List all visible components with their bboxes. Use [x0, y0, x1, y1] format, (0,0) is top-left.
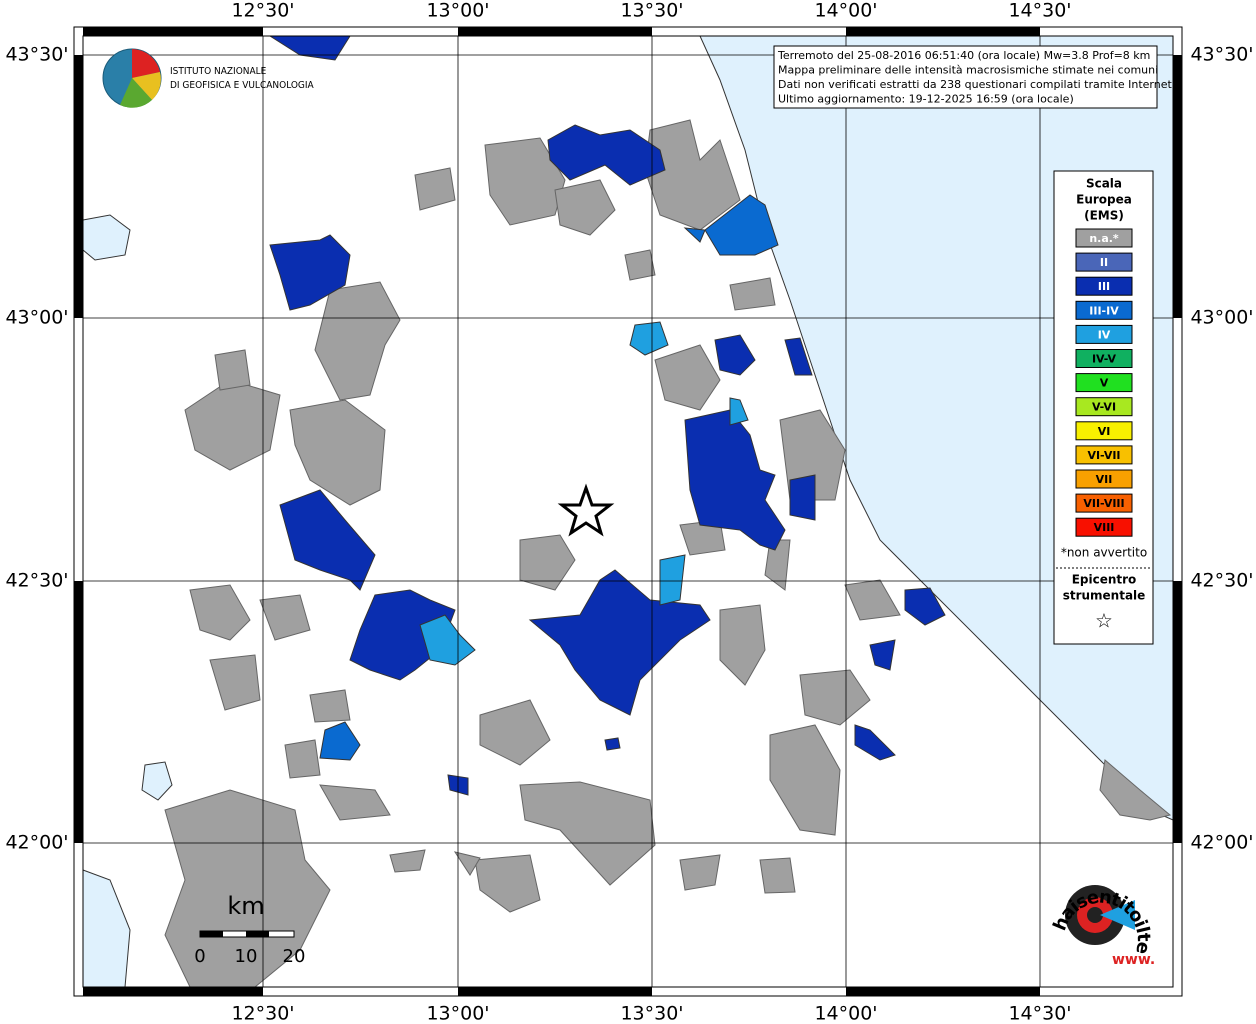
frame-segment	[458, 27, 652, 36]
legend-label: II	[1100, 256, 1108, 269]
legend-swatch	[1075, 252, 1133, 272]
lon-label: 14°30'	[1008, 1003, 1071, 1024]
lat-label: 42°00'	[1190, 832, 1253, 854]
legend-swatch	[1075, 493, 1133, 513]
logo-ring	[1087, 907, 1103, 923]
legend-swatch	[1075, 421, 1133, 441]
lat-label: 43°00'	[1190, 307, 1253, 329]
graticule	[83, 36, 1173, 987]
lon-label: 14°00'	[814, 0, 877, 22]
legend-label: VI-VII	[1087, 449, 1120, 462]
frame-segment	[846, 987, 1040, 996]
info-line: Terremoto del 25-08-2016 06:51:40 (ora l…	[777, 49, 1150, 62]
legend-epicenter: strumentale	[1063, 589, 1146, 603]
legend-epicenter: Epicentro	[1072, 573, 1137, 587]
map-border	[73, 26, 1183, 997]
legend-swatch	[1075, 324, 1133, 344]
legend-label: VI	[1098, 425, 1111, 438]
institute-name: DI GEOFISICA E VULCANOLOGIA	[170, 80, 315, 91]
frame-segment	[1173, 55, 1182, 318]
frame-segment	[74, 55, 83, 318]
site-prefix: www.	[1112, 952, 1155, 968]
logo-beam	[1100, 900, 1135, 930]
frame-segment	[1173, 581, 1182, 843]
info-line: Mappa preliminare delle intensità macros…	[778, 64, 1158, 77]
legend: ScalaEuropea(EMS)n.a.*IIIIIIII-IVIVIV-VV…	[1061, 177, 1147, 633]
logo-segment	[132, 72, 161, 100]
legend-label: VIII	[1094, 521, 1115, 534]
legend-title: (EMS)	[1084, 209, 1124, 223]
legend-label: VII-VIII	[1083, 497, 1124, 510]
scale-bar-segment	[246, 931, 269, 937]
legend-swatch	[1075, 228, 1133, 248]
lon-label: 12°30'	[231, 1003, 294, 1024]
lon-label: 13°30'	[620, 1003, 683, 1024]
scale-unit: km	[227, 892, 264, 920]
lon-label: 13°00'	[426, 0, 489, 22]
municipalities	[164, 35, 1172, 988]
lat-label: 42°30'	[5, 570, 68, 592]
legend-note: *non avvertito	[1061, 546, 1147, 560]
lon-label: 13°30'	[620, 0, 683, 22]
legend-swatch	[1075, 397, 1133, 417]
legend-title: Scala	[1086, 177, 1122, 191]
legend-swatch	[1075, 445, 1133, 465]
frame-segment	[74, 581, 83, 843]
scale-label: 10	[235, 946, 258, 967]
scale-label: 0	[194, 946, 205, 967]
lon-label: 13°00'	[426, 1003, 489, 1024]
legend-swatch	[1075, 469, 1133, 489]
logo-segment	[120, 78, 152, 108]
lon-label: 14°30'	[1008, 0, 1071, 22]
legend-swatch	[1075, 517, 1133, 537]
legend-label: IV	[1098, 328, 1111, 341]
lon-label: 12°30'	[231, 0, 294, 22]
lake	[141, 761, 173, 801]
legend-symbol: ☆	[1095, 609, 1113, 633]
legend-label: IV-V	[1092, 353, 1117, 366]
epicenter	[557, 483, 615, 537]
scale-bar-segment	[200, 931, 223, 937]
legend-title: Europea	[1076, 193, 1132, 207]
info-line: Ultimo aggiornamento: 19-12-2025 16:59 (…	[778, 93, 1074, 106]
lat-label: 42°00'	[5, 832, 68, 854]
legend-label: V-VI	[1092, 401, 1116, 414]
scale-bar: km 0 10 20	[194, 892, 305, 967]
legend-label: n.a.*	[1089, 232, 1119, 245]
scale-label: 20	[283, 946, 306, 967]
frame-segment	[83, 987, 263, 996]
legend-swatch	[1075, 276, 1133, 296]
lat-label: 43°30'	[1190, 44, 1253, 66]
legend-swatch	[1075, 300, 1133, 320]
legend-label: V	[1100, 377, 1109, 390]
lat-label: 42°30'	[1190, 570, 1253, 592]
ingv-logo: ISTITUTO NAZIONALE DI GEOFISICA E VULCAN…	[102, 48, 315, 108]
legend-label: VII	[1096, 473, 1113, 486]
info-text: Terremoto del 25-08-2016 06:51:40 (ora l…	[777, 49, 1175, 106]
frame-segment	[458, 987, 652, 996]
frame-segment	[83, 27, 263, 36]
info-line: Dati non verificati estratti da 238 ques…	[778, 78, 1175, 91]
legend-label: III-IV	[1089, 304, 1119, 317]
lat-label: 43°30'	[5, 44, 68, 66]
logo-segment	[132, 49, 160, 78]
legend-swatch	[1075, 349, 1133, 368]
legend-swatch	[1075, 373, 1133, 393]
lat-label: 43°00'	[5, 307, 68, 329]
institute-name: ISTITUTO NAZIONALE	[170, 66, 267, 77]
lon-label: 14°00'	[814, 1003, 877, 1024]
info-box	[773, 45, 1158, 109]
frame-segment	[846, 27, 1040, 36]
legend-label: III	[1098, 280, 1110, 293]
